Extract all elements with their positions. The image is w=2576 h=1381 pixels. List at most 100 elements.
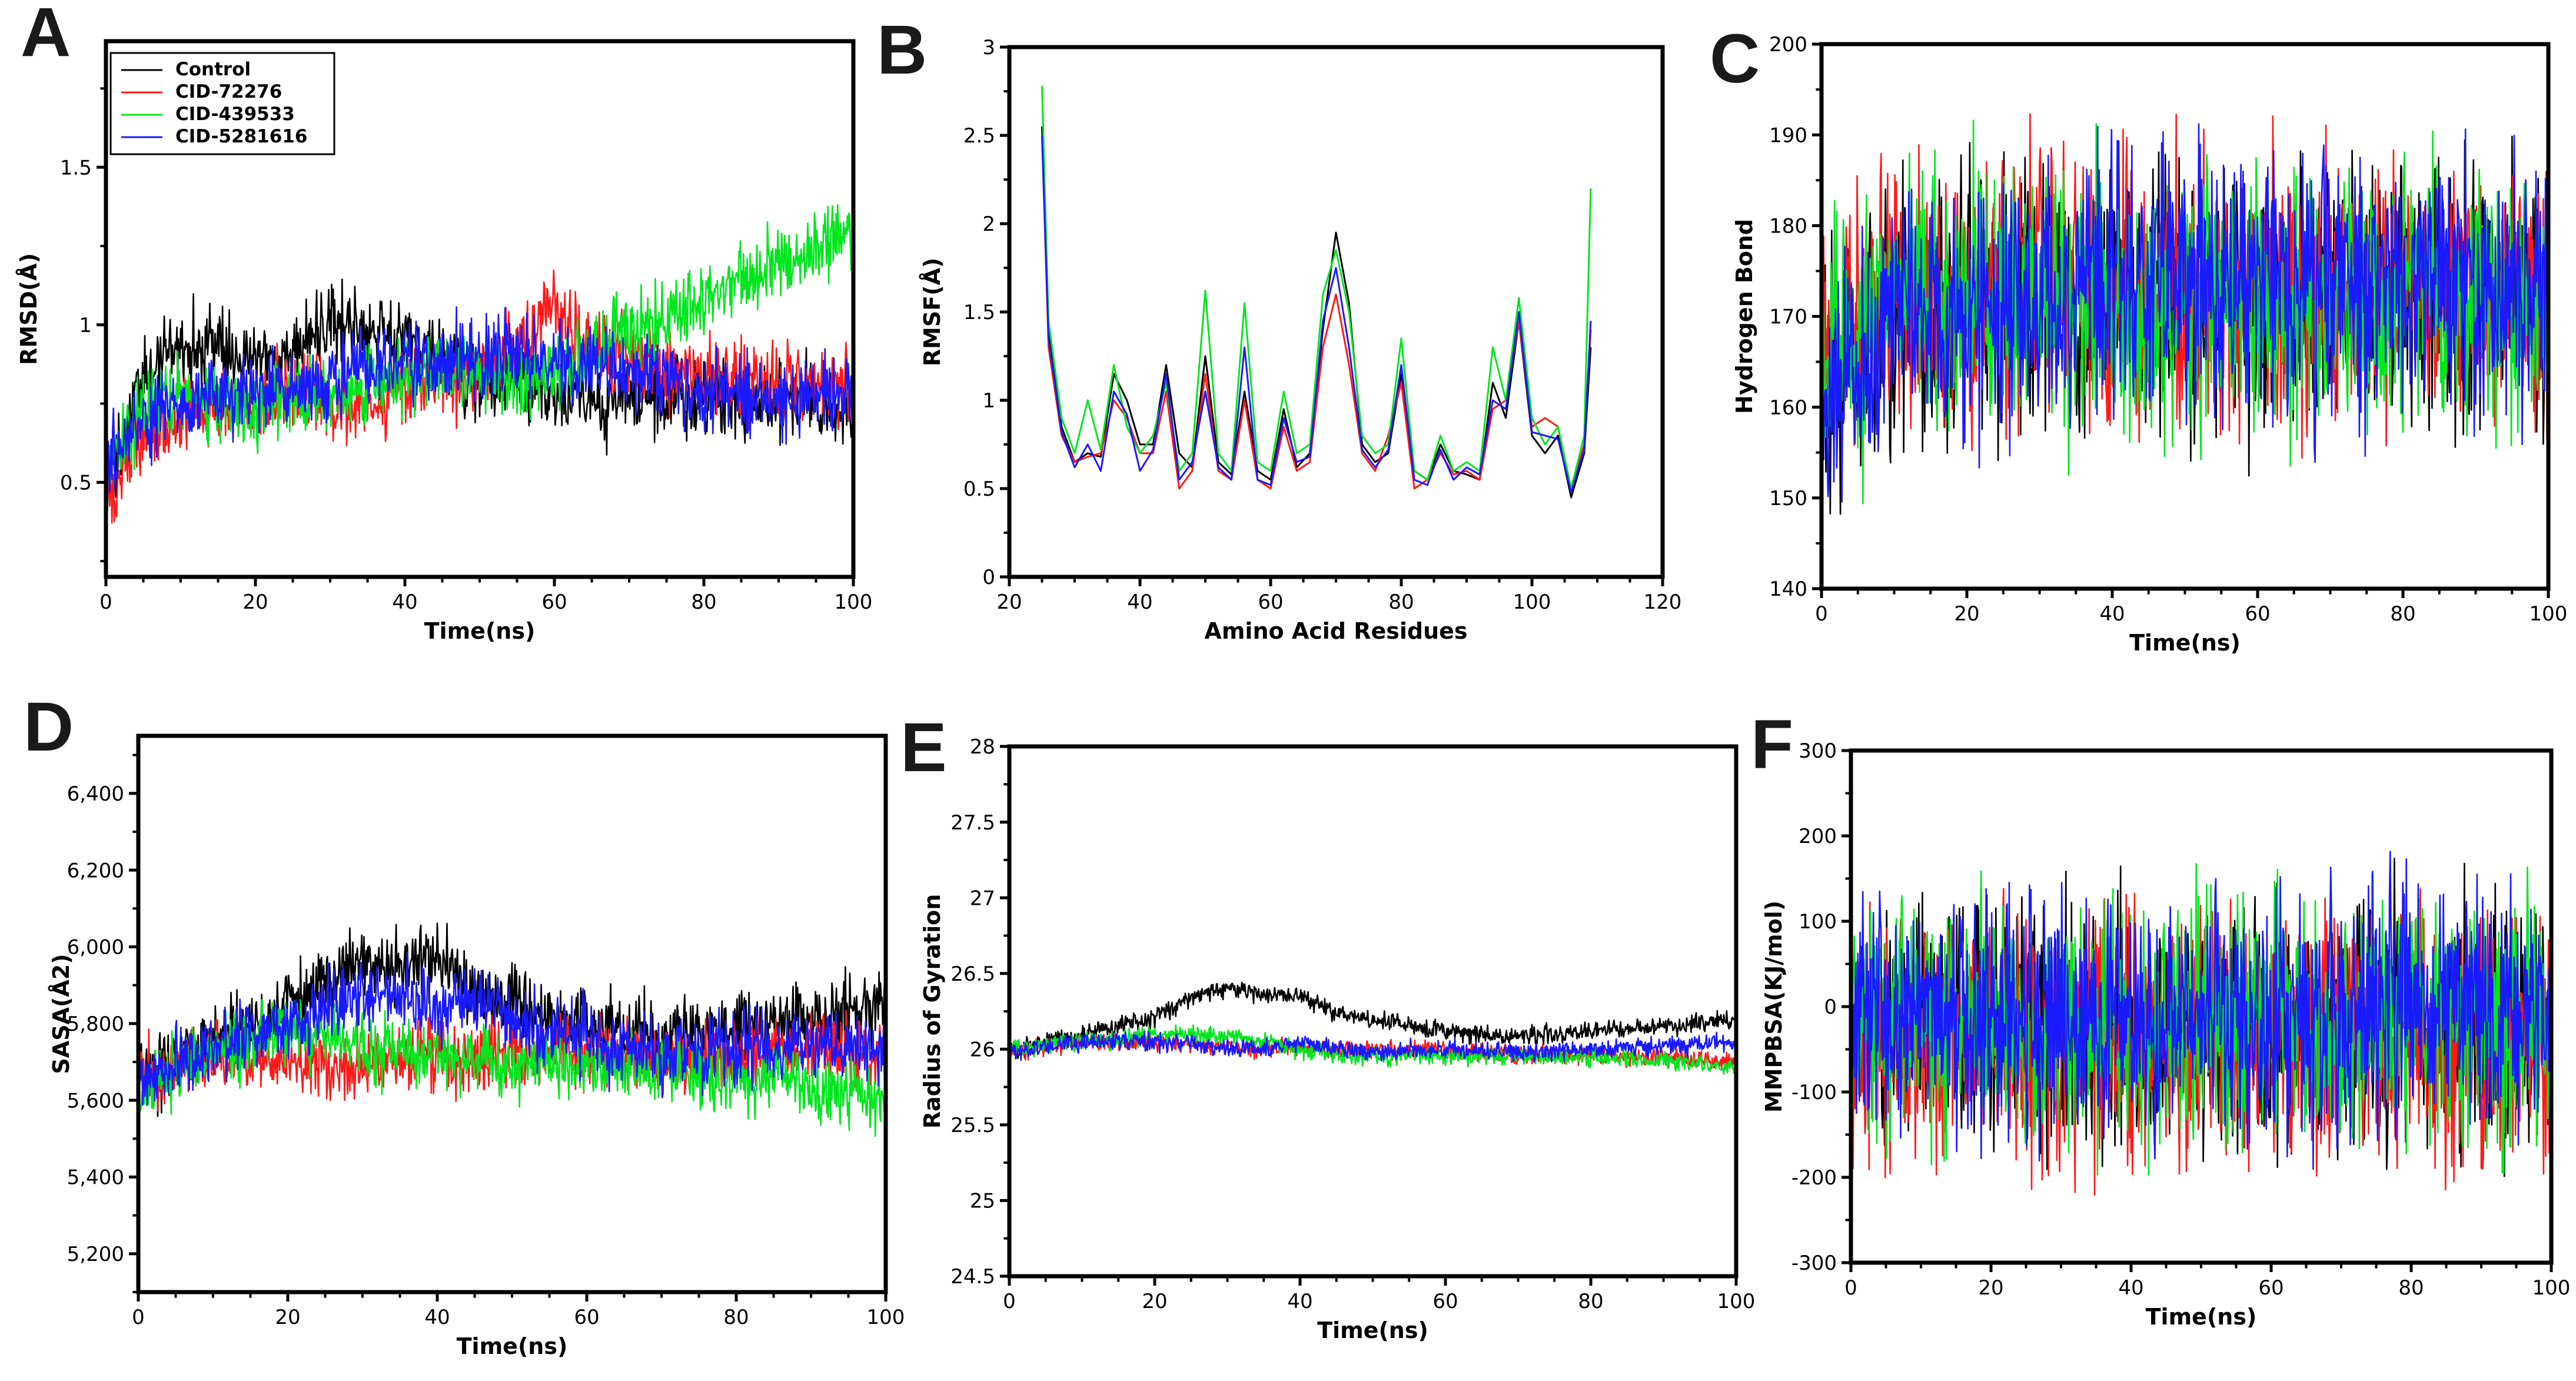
y-tick-label: 200 — [1799, 825, 1837, 848]
x-tick-label: 40 — [392, 590, 417, 614]
x-axis-label: Time(ns) — [457, 1333, 568, 1359]
x-tick-label: 0 — [1815, 602, 1828, 626]
x-tick-label: 120 — [1644, 590, 1682, 614]
series-group — [1822, 113, 2548, 515]
y-tick-label: 170 — [1769, 306, 1807, 329]
y-tick-label: 0 — [1824, 995, 1837, 1019]
y-tick-label: 5,200 — [67, 1243, 124, 1266]
x-tick-label: 80 — [1388, 590, 1414, 614]
panel-letter-f: F — [1751, 706, 1793, 784]
x-tick-label: 80 — [691, 590, 716, 614]
legend-entry: CID-439533 — [175, 104, 295, 125]
legend-entry: Control — [175, 59, 251, 80]
y-axis-label: Hydrogen Bond — [1731, 219, 1757, 414]
x-axis-label: Time(ns) — [2146, 1304, 2257, 1330]
x-tick-label: 100 — [1717, 1290, 1756, 1313]
x-tick-label: 20 — [242, 590, 268, 614]
series-line-cid-5281616 — [1851, 851, 2551, 1170]
series-group — [1009, 981, 1736, 1075]
y-tick-label: 0 — [982, 566, 995, 589]
panel-c: 0 20 40 60 80 100 140 150 160 170 180 190 200 Time(ns… — [1710, 20, 2567, 656]
y-tick-label: 1.5 — [963, 301, 995, 324]
panel-e: 0 20 40 60 80 100 24.5 25 25.5 26 26.5 27 27.5 28 Time… — [900, 709, 1755, 1343]
y-tick-label: 3 — [982, 36, 995, 59]
legend-entry: CID-5281616 — [175, 126, 307, 147]
x-tick-label: 20 — [1954, 602, 1979, 626]
x-tick-label: 40 — [2099, 602, 2125, 626]
x-tick-label: 0 — [1003, 1290, 1016, 1313]
y-tick-label: 2.5 — [963, 124, 995, 148]
series-line-cid-439533 — [1041, 85, 1592, 490]
panel-letter-a: A — [21, 0, 71, 71]
plot-frame — [1007, 45, 1665, 579]
y-tick-label: 1.5 — [60, 156, 92, 180]
y-tick-label: -200 — [1791, 1166, 1837, 1190]
series-group — [1041, 85, 1592, 499]
x-tick-label: 80 — [723, 1306, 749, 1329]
y-tick-label: 1 — [79, 314, 92, 337]
series-line-cid-5281616 — [1822, 123, 2548, 503]
y-tick-label: 27 — [970, 887, 995, 910]
y-tick-label: 5,400 — [67, 1166, 124, 1190]
x-tick-label: 20 — [275, 1306, 300, 1329]
y-tick-label: 5,800 — [67, 1012, 124, 1036]
panel-letter-c: C — [1710, 20, 1760, 98]
x-tick-label: 80 — [1578, 1290, 1603, 1313]
x-tick-label: 100 — [2530, 602, 2568, 626]
y-tick-label: 100 — [1799, 910, 1837, 934]
x-tick-label: 40 — [424, 1306, 450, 1329]
y-tick-label: 24.5 — [950, 1265, 995, 1289]
y-tick-label: 180 — [1769, 215, 1807, 238]
y-tick-label: 160 — [1769, 396, 1807, 420]
y-tick-label: 200 — [1769, 33, 1807, 57]
x-tick-label: 20 — [996, 590, 1022, 614]
panel-f: 0 20 40 60 80 100 -300 -200 -100 0 100 200 300 Time(n… — [1751, 706, 2570, 1330]
y-tick-label: 300 — [1799, 739, 1837, 763]
series-line-cid-5281616 — [1041, 135, 1592, 493]
x-tick-label: 100 — [2532, 1276, 2571, 1300]
series-line-cid-5281616 — [138, 951, 886, 1106]
series-line-cid-5281616 — [1009, 1031, 1736, 1063]
y-axis-label: MMPBSA(KJ/mol) — [1761, 901, 1787, 1113]
y-tick-label: 26 — [970, 1038, 995, 1062]
y-tick-label: 140 — [1769, 577, 1807, 601]
x-tick-label: 60 — [1258, 590, 1283, 614]
x-tick-label: 80 — [2390, 602, 2415, 626]
plot-frame — [1007, 744, 1739, 1279]
x-axis-label: Time(ns) — [2129, 630, 2241, 656]
y-tick-label: 0.5 — [963, 477, 995, 501]
y-tick-label: 28 — [970, 735, 995, 759]
x-tick-label: 60 — [1432, 1290, 1458, 1313]
y-tick-label: 150 — [1769, 487, 1807, 510]
series-line-cid-72276 — [1041, 135, 1592, 490]
panel-b: 20 40 60 80 100 120 0 0.5 1 1.5 2 2.5 3 Amino Acid Re… — [877, 11, 1681, 644]
panel-d: 0 20 40 60 80 100 5,200 5,400 5,600 5,800 6,000 6,2… — [24, 688, 905, 1359]
x-axis-label: Time(ns) — [424, 618, 536, 644]
y-tick-label: 190 — [1769, 124, 1807, 147]
x-tick-label: 0 — [132, 1306, 145, 1329]
x-tick-label: 60 — [574, 1306, 599, 1329]
y-tick-label: 1 — [982, 389, 995, 413]
series-line-cid-439533 — [106, 204, 853, 484]
y-tick-label: 26.5 — [950, 962, 995, 986]
y-tick-label: 25 — [970, 1190, 995, 1213]
legend-entry: CID-72276 — [175, 81, 282, 102]
x-axis-label: Amino Acid Residues — [1204, 618, 1467, 644]
y-tick-label: 5,600 — [67, 1089, 124, 1113]
y-tick-label: 6,200 — [67, 859, 124, 882]
y-axis-label: Radius of Gyration — [919, 894, 945, 1129]
panel-a: 0 20 40 60 80 100 0.5 1 1.5 Time(ns) RMSD(Å) A — [16, 0, 872, 644]
x-tick-label: 40 — [1127, 590, 1152, 614]
y-axis-label: RMSF(Å) — [919, 258, 945, 367]
x-tick-label: 20 — [1978, 1276, 2003, 1300]
x-tick-label: 20 — [1142, 1290, 1167, 1313]
x-tick-label: 60 — [2258, 1276, 2284, 1300]
x-tick-label: 100 — [1513, 590, 1551, 614]
y-tick-label: 25.5 — [950, 1114, 995, 1137]
series-line-control — [1041, 126, 1592, 499]
x-tick-label: 60 — [2245, 602, 2270, 626]
series-line-cid-5281616 — [106, 306, 853, 496]
y-tick-label: 6,400 — [67, 782, 124, 806]
y-tick-label: 2 — [982, 213, 995, 236]
